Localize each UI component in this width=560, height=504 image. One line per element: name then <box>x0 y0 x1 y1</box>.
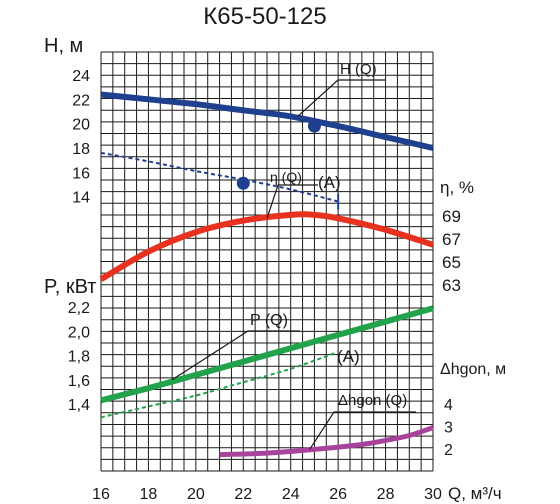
x-tick-label: 22 <box>234 486 252 503</box>
efficiency-tick-label: 65 <box>442 253 461 272</box>
efficiency-axis-label: η, % <box>440 178 474 197</box>
efficiency-callout-line <box>266 184 318 219</box>
power-axis-label: P, кВт <box>44 276 96 298</box>
power-variant-label: (A) <box>337 347 360 366</box>
npsh-axis-label: Δhgon, м <box>440 361 506 378</box>
efficiency-tick-label: 63 <box>442 276 461 295</box>
head-variant-label: (A) <box>318 173 341 192</box>
x-tick-label: 16 <box>92 486 110 503</box>
head-curve-variant-a <box>100 151 339 203</box>
x-tick-label: 18 <box>140 486 158 503</box>
power-tick-label: 2,0 <box>68 324 90 341</box>
head-curve-label: H (Q) <box>340 61 377 78</box>
head-axis-label: H, м <box>44 35 83 57</box>
efficiency-curve-label: η (Q) <box>270 169 302 185</box>
npsh-curve <box>219 425 434 458</box>
operating-point-marker <box>236 176 250 190</box>
head-tick-label: 20 <box>72 117 90 134</box>
curves <box>99 91 434 458</box>
x-tick-label: 30 <box>424 486 442 503</box>
npsh-curve-label: Δhgon (Q) <box>338 392 407 409</box>
npsh-tick-label: 3 <box>444 420 453 437</box>
power-tick-label: 1,4 <box>68 397 90 414</box>
head-tick-label: 24 <box>72 68 90 85</box>
power-tick-label: 1,8 <box>68 349 90 366</box>
chart-title: К65-50-125 <box>203 3 326 30</box>
power-curve <box>100 305 434 404</box>
head-callout-line <box>297 79 386 117</box>
efficiency-tick-label: 69 <box>442 207 461 226</box>
head-tick-label: 16 <box>72 165 90 182</box>
x-tick-label: 24 <box>282 486 300 503</box>
power-curve-label: P (Q) <box>250 312 288 329</box>
x-tick-label: 20 <box>187 486 205 503</box>
operating-point-marker <box>307 119 321 133</box>
x-tick-label: 26 <box>329 486 347 503</box>
head-curve <box>100 91 434 151</box>
power-tick-label: 1,6 <box>68 373 90 390</box>
power-curve-variant-a <box>100 350 339 419</box>
head-tick-label: 18 <box>72 141 90 158</box>
head-tick-label: 22 <box>72 92 90 109</box>
head-tick-label: 14 <box>72 190 90 207</box>
npsh-tick-label: 2 <box>444 442 453 459</box>
x-axis-label: Q, м³/ч <box>448 484 502 503</box>
efficiency-curve <box>99 211 434 282</box>
npsh-tick-label: 4 <box>444 397 453 414</box>
power-callout-line <box>171 330 300 381</box>
x-tick-label: 28 <box>377 486 395 503</box>
grid <box>100 51 434 472</box>
power-tick-label: 2,2 <box>68 300 90 317</box>
npsh-callout-line <box>309 411 416 450</box>
efficiency-tick-label: 67 <box>442 230 461 249</box>
